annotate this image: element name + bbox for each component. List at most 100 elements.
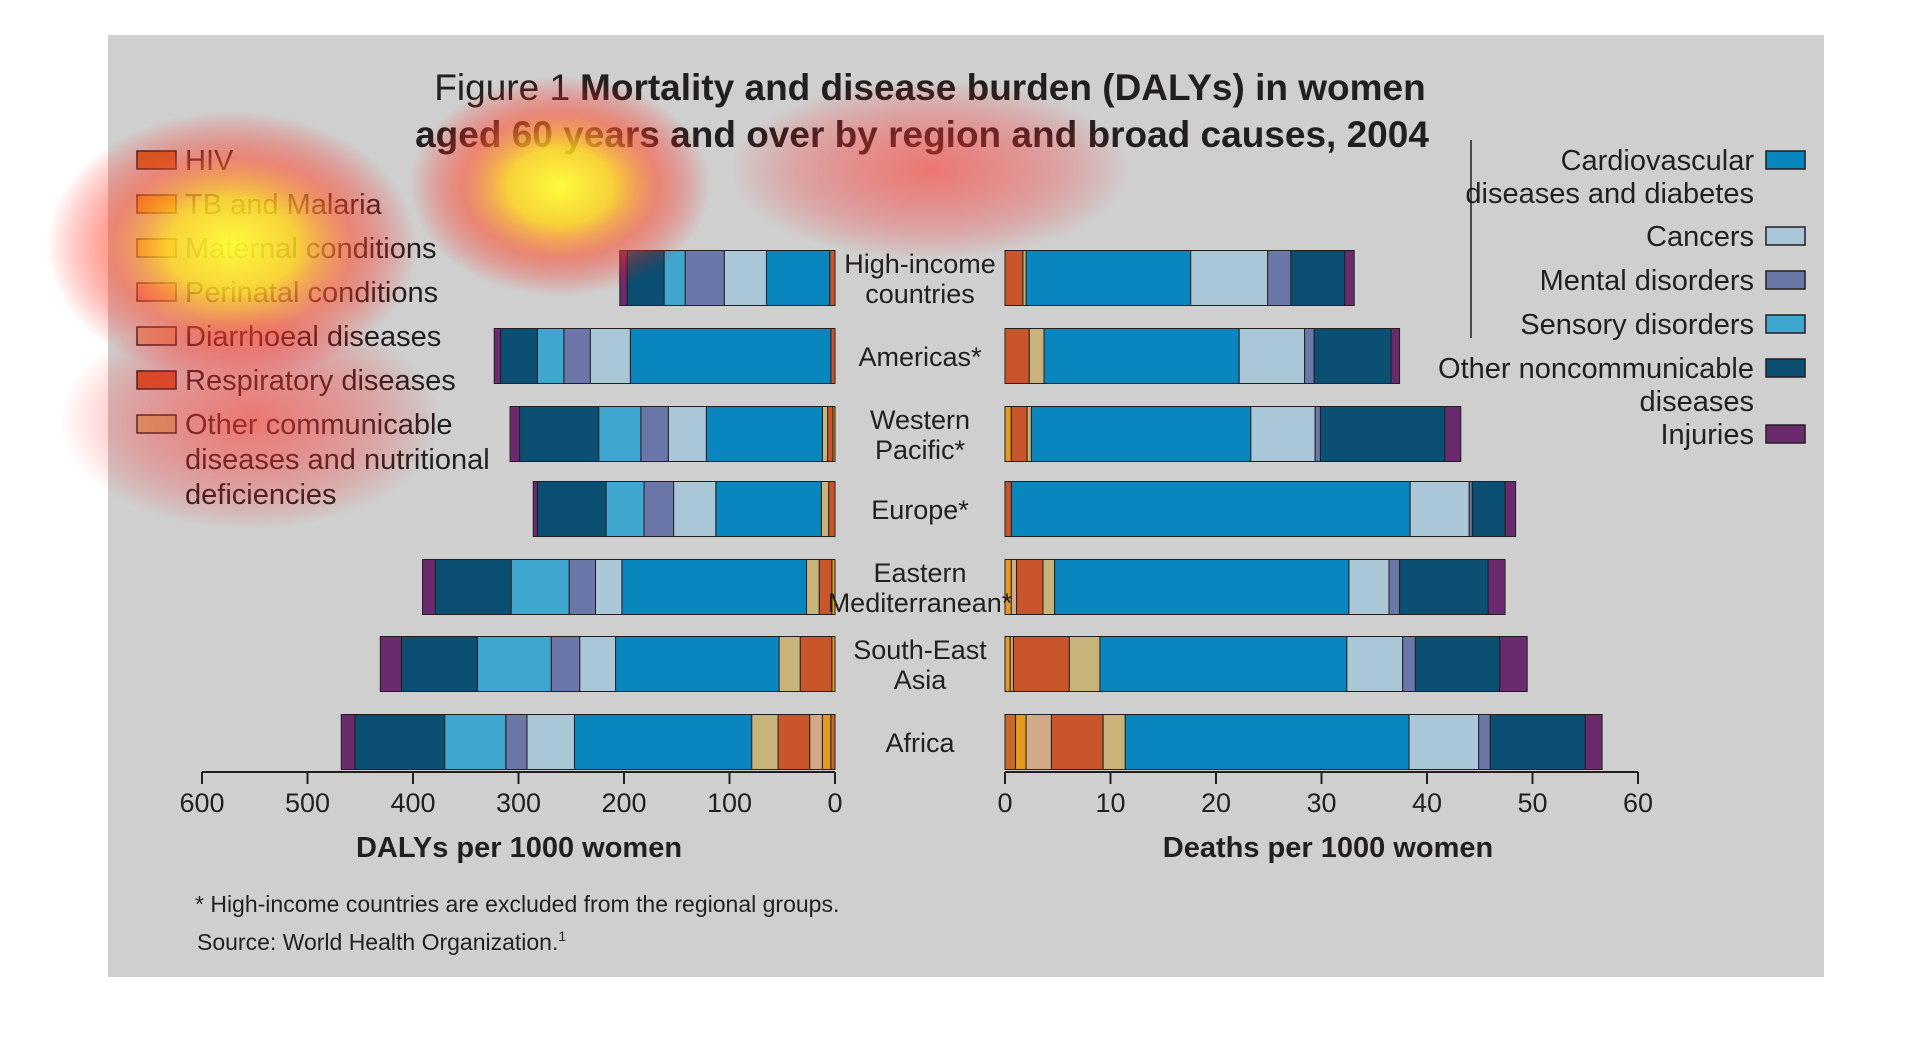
legend-swatch-tb (136, 194, 177, 214)
deaths-bar-segment (1409, 481, 1470, 537)
deaths-bar-segment (1487, 559, 1506, 615)
deaths-bar-segment (1344, 250, 1355, 306)
deaths-bar-segment (1444, 406, 1462, 462)
dalys-bar-segment (765, 250, 831, 306)
deaths-bar-segment (1313, 328, 1392, 384)
dalys-tick-label: 600 (179, 788, 224, 818)
deaths-bar-segment (1004, 406, 1012, 462)
dalys-bar-segment (705, 406, 823, 462)
legend-swatch-otherncd (1765, 358, 1806, 378)
dalys-bar-segment (809, 714, 823, 770)
dalys-tick-label: 400 (390, 788, 435, 818)
deaths-bar-segment (1499, 636, 1528, 692)
legend-label-perinatal: Perinatal conditions (185, 277, 438, 309)
dalys-bar-segment (589, 328, 631, 384)
deaths-bar-segment (1004, 481, 1012, 537)
dalys-bar-segment (626, 250, 665, 306)
deaths-bar-segment (1314, 406, 1321, 462)
dalys-bar-segment (500, 328, 538, 384)
legend-label-maternal: Maternal conditions (185, 233, 436, 265)
deaths-bar-segment (1489, 714, 1586, 770)
dalys-bar-segment (640, 406, 669, 462)
deaths-bar-segment (1050, 714, 1104, 770)
dalys-bar-segment (643, 481, 675, 537)
dalys-bar-segment (505, 714, 528, 770)
deaths-bar-segment (1016, 559, 1044, 615)
legend-swatch-diarrhoeal (136, 326, 177, 346)
dalys-tick-label: 500 (285, 788, 330, 818)
dalys-bar-segment (799, 636, 833, 692)
deaths-bar-segment (1026, 406, 1032, 462)
legend-swatch-cancers (1765, 226, 1806, 246)
deaths-bar-segment (1004, 328, 1030, 384)
deaths-tick-label: 20 (1201, 788, 1231, 818)
dalys-bar-segment (751, 714, 779, 770)
deaths-bar-segment (1390, 328, 1401, 384)
deaths-bar-segment (1025, 250, 1192, 306)
dalys-bar-segment (550, 636, 581, 692)
dalys-bar-segment (536, 481, 607, 537)
legend-label-cancers: Cancers (1646, 221, 1754, 253)
deaths-bar-segment (1388, 559, 1401, 615)
source-text: Source: World Health Organization. (197, 929, 558, 955)
dalys-bar-segment (667, 406, 707, 462)
deaths-bar-segment (1267, 250, 1292, 306)
deaths-bar-segment (1304, 328, 1315, 384)
dalys-bar-segment (434, 559, 512, 615)
dalys-bar-segment (821, 714, 832, 770)
dalys-bar-segment (723, 250, 767, 306)
region-label: Western (870, 405, 970, 435)
footnote: * High-income countries are excluded fro… (195, 891, 839, 917)
dalys-bar-segment (777, 714, 811, 770)
dalys-bar-segment (673, 481, 717, 537)
dalys-bar-segment (563, 328, 591, 384)
legend-swatch-sensory (1765, 314, 1806, 334)
legend-label-injuries: Injuries (1661, 419, 1755, 451)
deaths-bar-segment (1399, 559, 1489, 615)
region-label: Americas* (858, 342, 982, 372)
figure-title-line2: aged 60 years and over by region and bro… (415, 114, 1429, 155)
deaths-axis-title: Deaths per 1000 women (1163, 832, 1493, 864)
dalys-bar-segment (829, 250, 836, 306)
legend-swatch-hiv (136, 150, 177, 170)
region-label: Pacific* (875, 435, 966, 465)
legend-swatch-mental (1765, 270, 1806, 290)
legend-label-othercomm: Other communicable (185, 409, 453, 441)
dalys-bar-segment (532, 481, 538, 537)
figure-label: Figure 1 (434, 67, 570, 108)
dalys-bar-segment (663, 250, 686, 306)
deaths-bar-segment (1030, 406, 1252, 462)
deaths-bar-segment (1028, 328, 1045, 384)
deaths-bar-segment (1402, 636, 1416, 692)
deaths-bar-segment (1319, 406, 1446, 462)
deaths-bar-segment (1015, 714, 1027, 770)
deaths-bar-segment (1025, 714, 1052, 770)
dalys-tick-label: 100 (707, 788, 752, 818)
dalys-bar-segment (715, 481, 822, 537)
deaths-bar-segment (1102, 714, 1126, 770)
dalys-bar-segment (509, 406, 521, 462)
dalys-tick-label: 300 (496, 788, 541, 818)
legend-swatch-respiratory (136, 370, 177, 390)
legend-label-cardio: diseases and diabetes (1465, 178, 1754, 210)
legend-swatch-cardio (1765, 150, 1806, 170)
region-label: South-East (853, 635, 987, 665)
dalys-bar-segment (379, 636, 402, 692)
dalys-bar-segment (778, 636, 801, 692)
dalys-bar-segment (421, 559, 436, 615)
legend-label-othercomm: deficiencies (185, 479, 337, 511)
deaths-bar-segment (1290, 250, 1346, 306)
deaths-tick-label: 60 (1623, 788, 1653, 818)
deaths-bar-segment (1250, 406, 1316, 462)
legend-label-cardio: Cardiovascular (1561, 145, 1755, 177)
dalys-bar-segment (573, 714, 753, 770)
legend-swatch-othercomm (136, 414, 177, 434)
dalys-axis-title: DALYs per 1000 women (356, 832, 682, 864)
legend-label-othercomm: diseases and nutritional (185, 444, 490, 476)
source-note: Source: World Health Organization.1 (197, 928, 566, 955)
dalys-bar-segment (519, 406, 600, 462)
legend-label-sensory: Sensory disorders (1520, 309, 1754, 341)
deaths-bar-segment (1346, 636, 1404, 692)
dalys-bar-segment (820, 481, 830, 537)
